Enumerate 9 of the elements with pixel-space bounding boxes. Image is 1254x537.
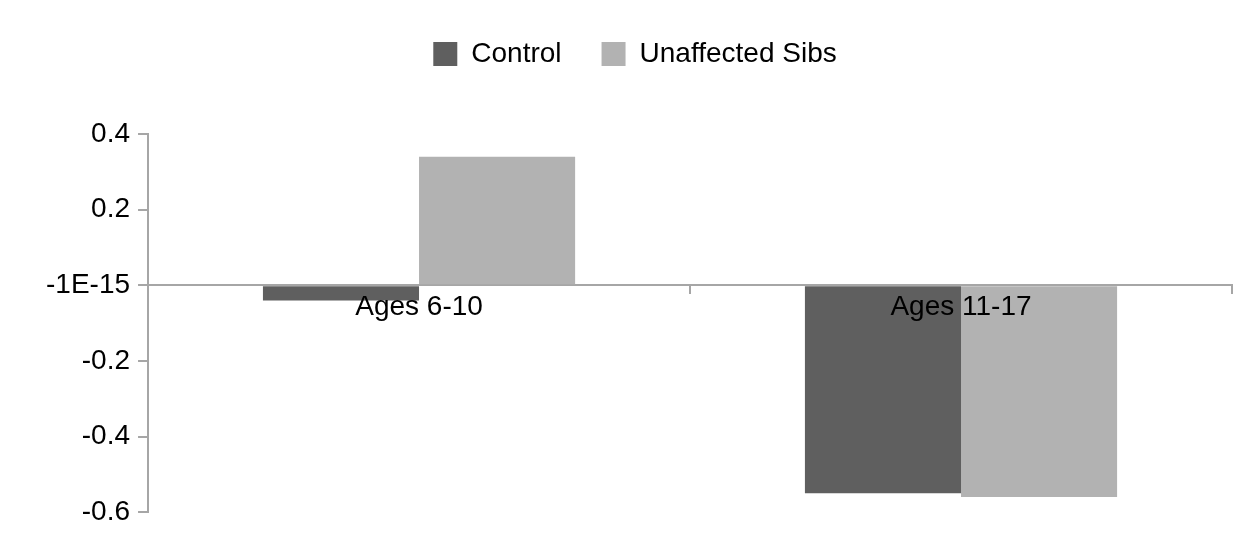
legend-label: Control	[471, 36, 562, 68]
y-tick-label: 0.4	[91, 116, 131, 148]
x-tick-label: Ages 11-17	[890, 290, 1032, 321]
y-tick-label: -0.4	[81, 419, 131, 451]
y-tick-label: -0.2	[81, 343, 131, 375]
y-tick-label: 0.2	[91, 192, 131, 224]
legend-label: Unaffected Sibs	[639, 36, 837, 68]
y-tick-label: -0.6	[81, 494, 131, 526]
y-tick-label: -1E-15	[45, 268, 131, 299]
